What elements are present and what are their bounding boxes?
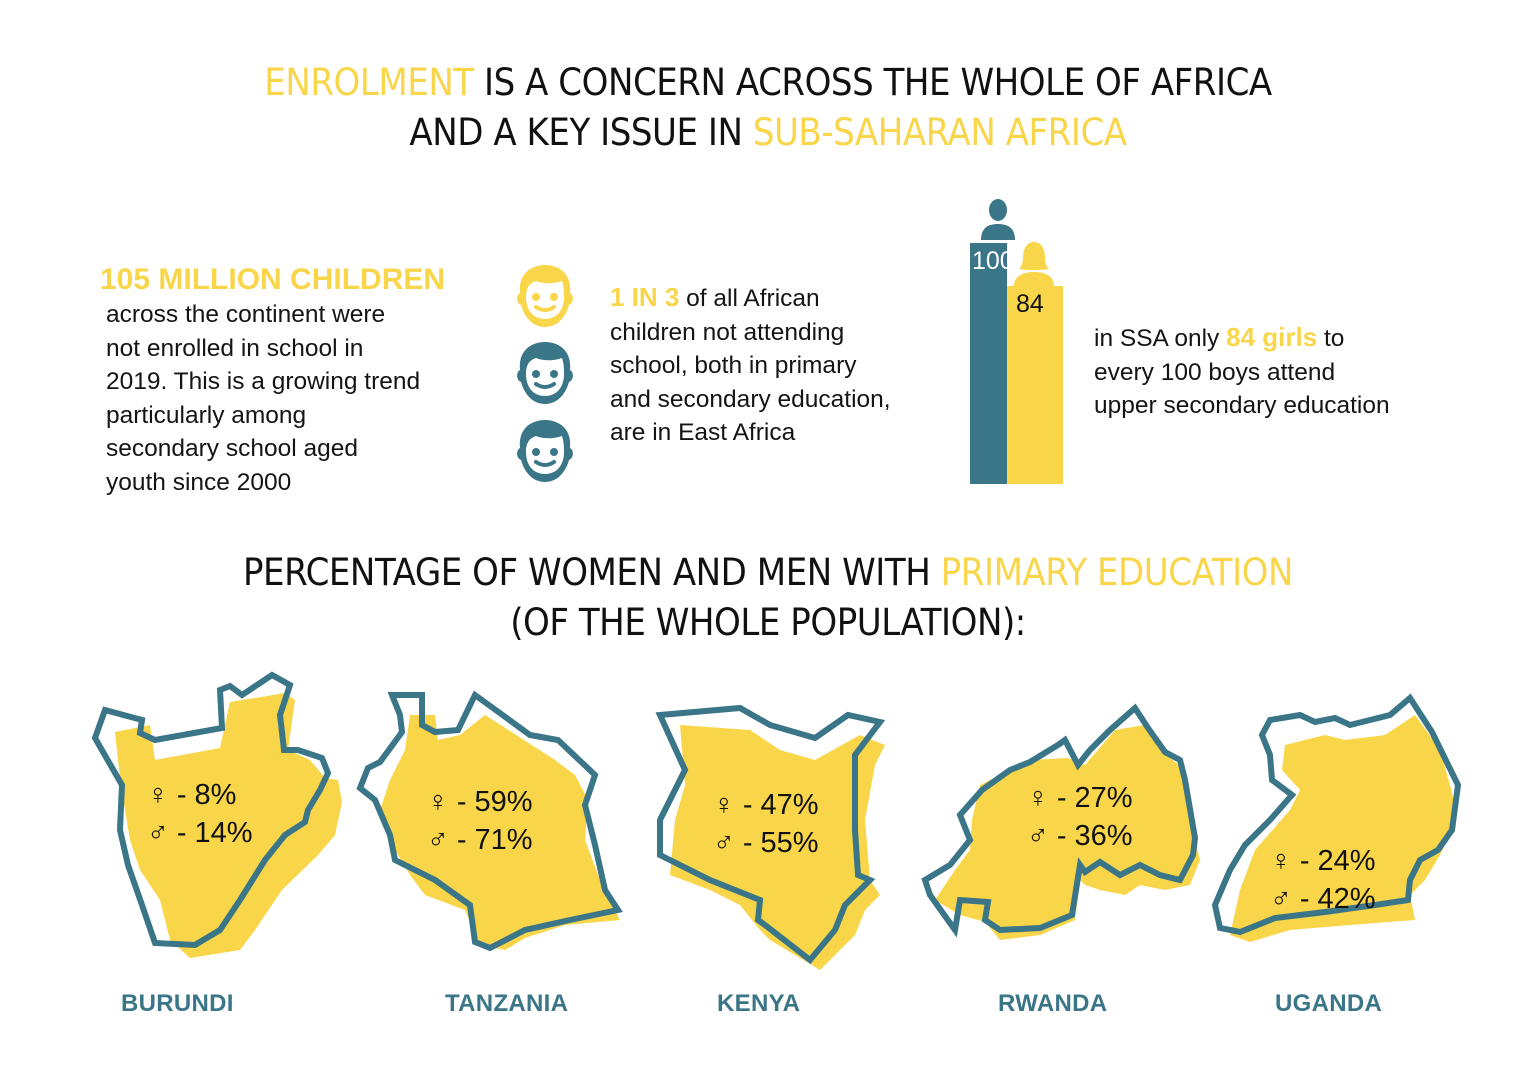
title-line2: AND A KEY ISSUE IN [409,111,753,154]
stat-uganda: ♀ - 24% ♂ - 42% [1270,842,1376,918]
female-symbol-icon: ♀ [147,779,169,811]
text-line: not enrolled in school in [106,334,364,362]
text-line: 1 IN 3 of all African [610,281,891,316]
male-stat: ♂ - 14% [147,814,253,852]
text-line: across the continent were [106,301,386,328]
female-symbol-icon: ♀ [713,789,735,821]
bar-girls [1007,286,1063,484]
section-title-highlight: PRIMARY EDUCATION [940,551,1294,594]
page-title: ENROLMENT IS A CONCERN ACROSS THE WHOLE … [61,58,1474,158]
female-symbol-icon: ♀ [1270,845,1292,877]
section-title-line1: PERCENTAGE OF WOMEN AND MEN WITH [242,551,941,594]
female-value: - 27% [1056,782,1133,814]
male-stat: ♂ - 55% [713,824,819,862]
text-fragment: of all African [679,285,820,312]
title-line1: IS A CONCERN ACROSS THE WHOLE OF AFRICA [473,61,1272,104]
male-stat: ♂ - 36% [1027,817,1133,855]
text-line: 2019. This is a growing trend [106,368,421,395]
country-label-burundi: BURUNDI [121,990,234,1017]
stat-gender-ratio-text: in SSA only 84 girls to every 100 boys a… [1094,321,1390,423]
female-value: - 24% [1299,845,1376,877]
country-label-rwanda: RWANDA [998,990,1108,1017]
text-line: are in East Africa [610,419,796,446]
stat-headline: 1 IN 3 [610,282,680,312]
stat-105-million: 105 MILLION CHILDREN across the continen… [100,262,445,499]
child-face-icon [517,265,573,327]
stat-description: across the continent were not enrolled i… [106,298,445,499]
female-stat: ♀ - 47% [713,786,819,824]
section-title: PERCENTAGE OF WOMEN AND MEN WITH PRIMARY… [61,548,1474,648]
text-line: particularly among [106,401,307,429]
map-tanzania [356,690,623,952]
child-face-icon [517,342,573,404]
male-value: - 55% [742,827,819,859]
male-value: - 36% [1056,820,1133,852]
female-value: - 59% [456,786,533,818]
female-person-icon [1014,242,1054,286]
female-stat: ♀ - 8% [147,776,253,814]
stat-rwanda: ♀ - 27% ♂ - 36% [1027,779,1133,855]
text-line: children not attending [610,318,845,346]
male-value: - 42% [1299,883,1376,915]
text-line: upper secondary education [1094,392,1390,419]
male-symbol-icon: ♂ [1027,820,1049,852]
map-rwanda [921,703,1200,940]
country-label-tanzania: TANZANIA [445,990,569,1017]
text-line: every 100 boys attend [1094,358,1336,386]
stat-tanzania: ♀ - 59% ♂ - 71% [427,783,533,859]
map-kenya [655,704,886,970]
text-fragment: to [1317,325,1345,352]
male-stat: ♂ - 71% [427,821,533,859]
stat-highlight: 84 girls [1226,322,1318,352]
female-value: - 47% [742,789,819,821]
male-symbol-icon: ♂ [1270,883,1292,915]
male-symbol-icon: ♂ [427,824,449,856]
text-line: in SSA only 84 girls to [1094,321,1390,356]
title-highlight-enrolment: ENROLMENT [264,61,474,104]
female-stat: ♀ - 59% [427,783,533,821]
stat-one-in-three: 1 IN 3 of all African children not atten… [610,281,891,450]
female-value: - 8% [176,779,237,811]
male-symbol-icon: ♂ [713,827,735,859]
text-line: school, both in primary [610,352,857,379]
female-stat: ♀ - 24% [1270,842,1376,880]
text-fragment: in SSA only [1094,325,1227,352]
bar-boys [970,243,1007,484]
section-title-line2: (OF THE WHOLE POPULATION): [510,601,1026,644]
female-symbol-icon: ♀ [427,786,449,818]
male-person-icon [981,199,1015,240]
male-stat: ♂ - 42% [1270,880,1376,918]
map-uganda [1211,693,1462,942]
male-symbol-icon: ♂ [147,817,169,849]
text-line: youth since 2000 [106,468,292,496]
male-value: - 71% [456,824,533,856]
country-label-kenya: KENYA [717,990,801,1017]
text-line: secondary school aged [106,435,358,462]
text-line: and secondary education, [610,385,891,413]
stat-headline: 105 MILLION CHILDREN [100,263,446,296]
stat-burundi: ♀ - 8% ♂ - 14% [147,776,253,852]
bar-girls-value: 84 [1016,290,1044,318]
child-face-icon [517,420,573,482]
country-label-uganda: UGANDA [1275,990,1383,1017]
female-symbol-icon: ♀ [1027,782,1049,814]
bar-boys-value: 100 [972,247,1014,275]
male-value: - 14% [176,817,253,849]
title-highlight-ssa: SUB-SAHARAN AFRICA [752,111,1127,154]
map-burundi [91,671,342,958]
stat-kenya: ♀ - 47% ♂ - 55% [713,786,819,862]
female-stat: ♀ - 27% [1027,779,1133,817]
